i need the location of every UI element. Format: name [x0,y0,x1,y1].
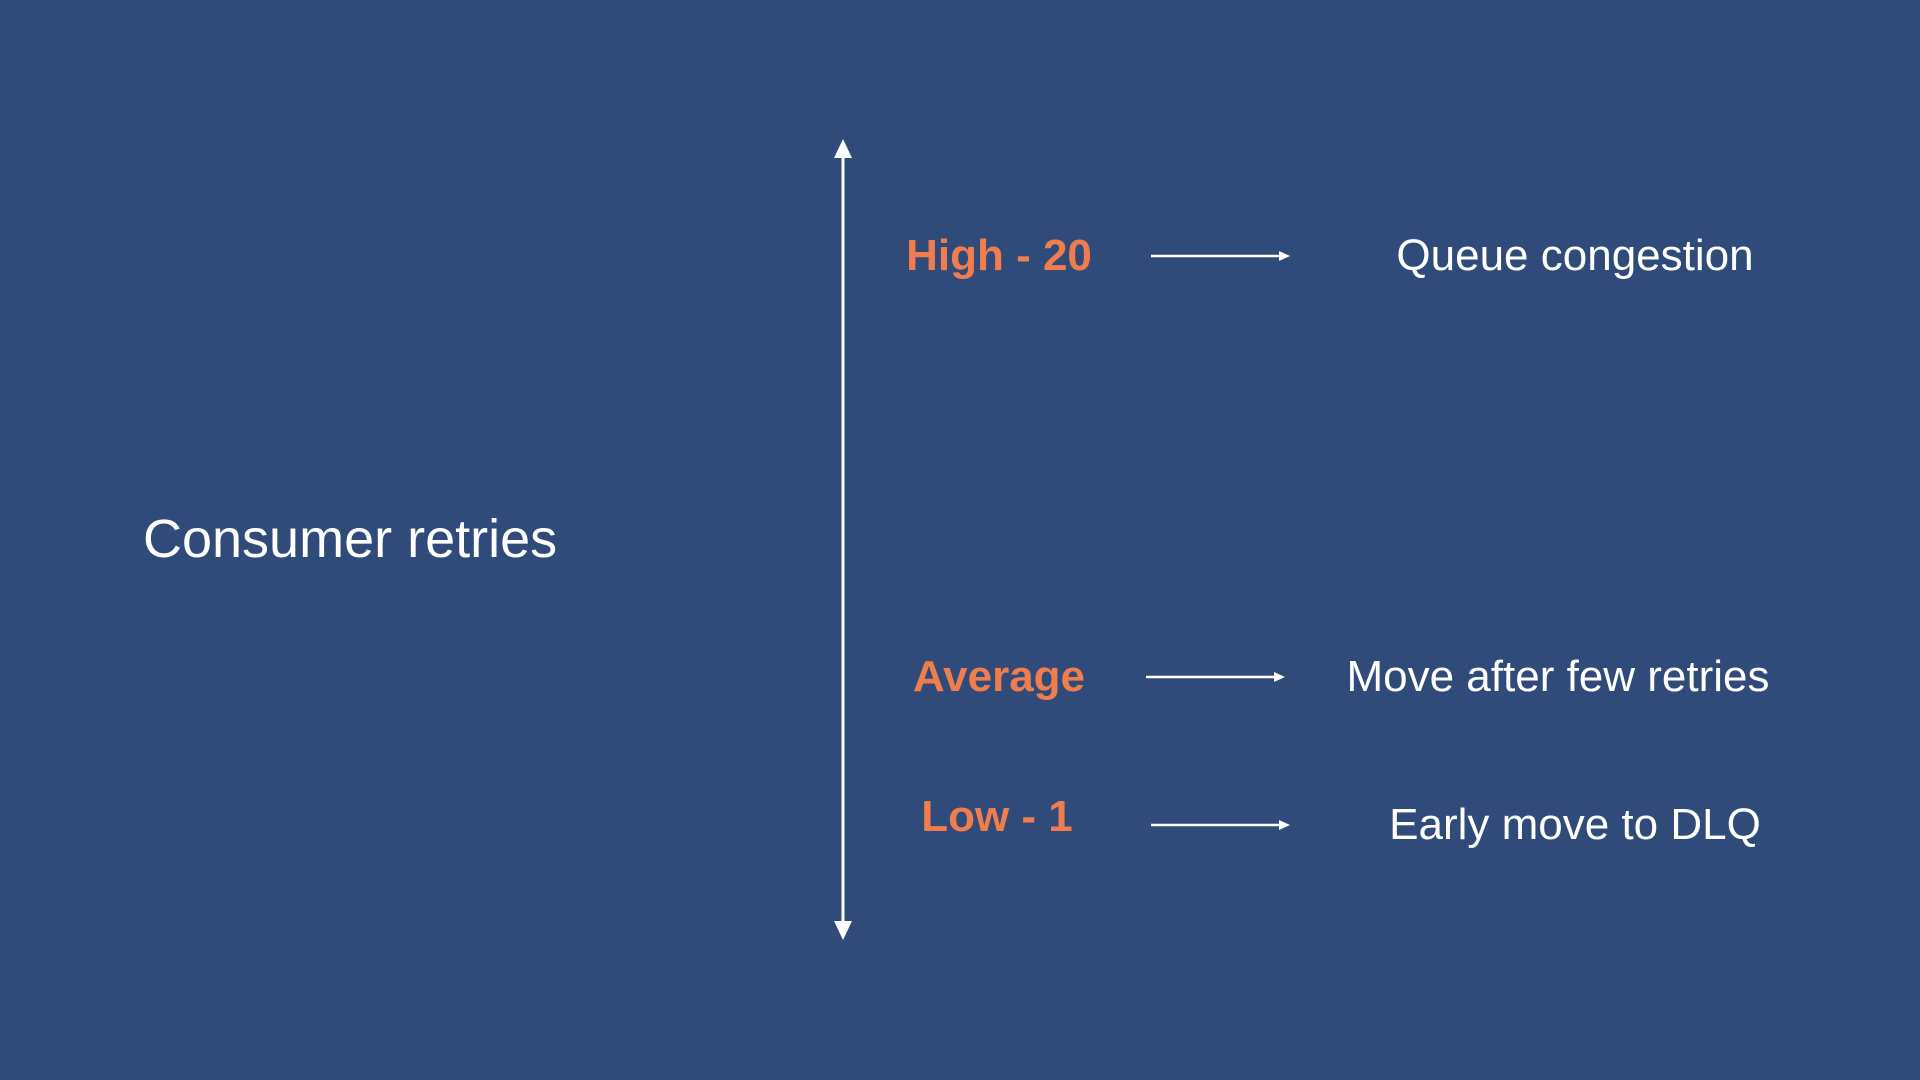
high-arrowhead-icon [1279,251,1290,261]
outcome-average-text: Move after few retries [1346,652,1770,701]
diagram-title: Consumer retries [143,509,558,569]
level-average-label: Average [912,652,1086,701]
level-high-label: High - 20 [906,231,1092,280]
axis-top-arrowhead-icon [834,139,852,158]
low-arrowhead-icon [1279,820,1290,830]
average-arrow [1146,672,1285,682]
high-arrow [1151,251,1290,261]
level-low-label: Low - 1 [921,792,1073,841]
outcome-low-text: Early move to DLQ [1389,800,1761,849]
average-arrowhead-icon [1274,672,1285,682]
axis-bottom-arrowhead-icon [834,921,852,940]
low-arrow [1151,820,1290,830]
outcome-high-text: Queue congestion [1396,231,1754,280]
retry-scale-axis [834,139,852,940]
